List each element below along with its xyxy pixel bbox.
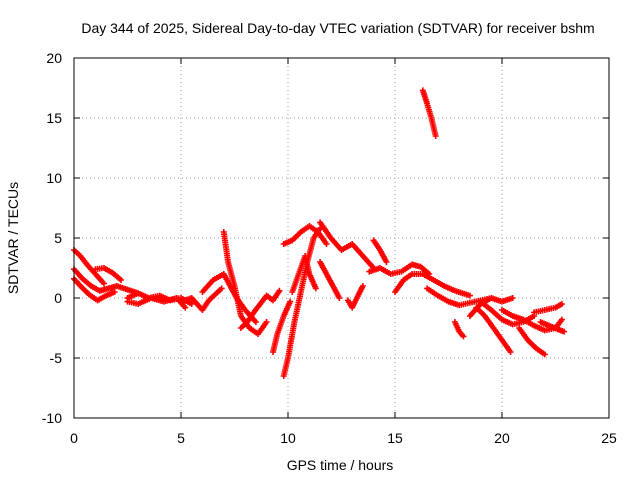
x-tick-label: 15 — [387, 430, 403, 446]
series-arc-27 — [499, 307, 565, 334]
data-point — [509, 295, 516, 301]
data-point — [507, 349, 514, 355]
series-arc-11 — [270, 298, 294, 355]
data-point — [276, 287, 283, 294]
data-point — [359, 283, 366, 289]
series-arc-18 — [370, 237, 390, 265]
chart-title: Day 344 of 2025, Sidereal Day-to-day VTE… — [81, 20, 594, 36]
series-arc-17 — [344, 283, 366, 311]
series-arc-23 — [451, 319, 467, 340]
data-point — [541, 351, 548, 358]
x-tick-label: 10 — [280, 430, 296, 446]
series-arc-2 — [71, 266, 142, 297]
y-tick-label: 20 — [46, 50, 62, 66]
data-point — [460, 333, 467, 340]
data-point — [100, 280, 107, 287]
data-point — [218, 285, 225, 292]
x-tick-label: 5 — [177, 430, 185, 446]
data-point — [466, 292, 473, 299]
series-arc-20 — [392, 271, 473, 299]
series-arc-26 — [477, 298, 538, 328]
series-arc-3 — [71, 275, 118, 304]
y-axis-ticks: -10 -5 0 5 10 15 20 — [42, 50, 609, 426]
y-tick-label: 0 — [54, 290, 62, 306]
data-point — [182, 304, 189, 311]
data-point — [323, 241, 330, 247]
series-arc-4 — [92, 265, 125, 283]
series-arc-15 — [317, 219, 377, 271]
data-point — [252, 319, 259, 325]
series-arc-19 — [366, 261, 433, 277]
x-tick-label: 25 — [601, 430, 617, 446]
y-tick-label: 15 — [46, 110, 62, 126]
x-tick-label: 0 — [70, 430, 78, 446]
grid-lines — [74, 58, 609, 418]
series-arc-7 — [178, 285, 225, 313]
data-point — [383, 259, 390, 265]
data-point — [432, 133, 439, 139]
data-points — [71, 87, 568, 379]
series-arc-13 — [289, 253, 319, 295]
data-point — [263, 319, 270, 325]
y-tick-label: 5 — [54, 230, 62, 246]
series-arc-10 — [237, 287, 283, 331]
y-tick-label: -10 — [42, 410, 62, 426]
series-arc-30 — [537, 319, 568, 335]
data-point — [312, 285, 319, 292]
series-arc-16 — [317, 259, 343, 301]
y-axis-label: SDTVAR / TECUs — [5, 182, 21, 294]
data-point — [287, 298, 294, 305]
series-arc-8 — [199, 271, 259, 325]
data-point — [558, 301, 565, 307]
series-arc-14 — [280, 223, 330, 247]
series-arc-12 — [280, 225, 324, 379]
series-arc-9 — [220, 229, 270, 337]
data-point — [118, 277, 125, 283]
series-arc-29 — [531, 301, 565, 316]
data-point — [561, 328, 568, 335]
series-arc-22 — [419, 87, 439, 139]
data-point — [336, 295, 343, 301]
series-arc-21 — [424, 285, 495, 309]
y-tick-label: 10 — [46, 170, 62, 186]
y-tick-label: -5 — [50, 350, 63, 366]
data-point — [111, 289, 118, 295]
series-arc-25 — [473, 304, 514, 355]
x-axis-ticks: 0 5 10 15 20 25 — [70, 58, 617, 446]
series-arc-28 — [516, 325, 548, 358]
series-arc-6 — [124, 295, 189, 311]
x-axis-label: GPS time / hours — [287, 457, 394, 473]
x-tick-label: 20 — [494, 430, 510, 446]
data-point — [558, 316, 565, 323]
